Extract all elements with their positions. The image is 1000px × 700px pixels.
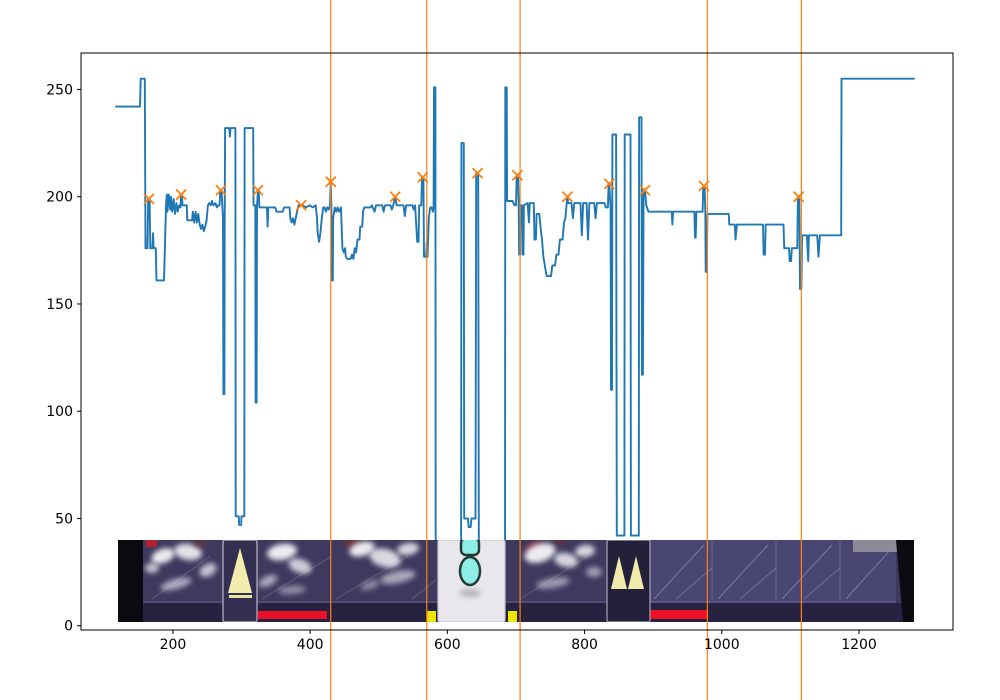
field-line bbox=[653, 544, 705, 600]
swirl-blob bbox=[199, 563, 217, 577]
peak-marker-x bbox=[698, 180, 710, 192]
swirl-blob bbox=[369, 548, 401, 568]
peak-marker-x bbox=[295, 199, 307, 211]
swirl-blob bbox=[380, 570, 416, 584]
peak-marker-x bbox=[511, 169, 523, 181]
black-left-block bbox=[118, 540, 143, 622]
y-tick-label: 150 bbox=[46, 297, 73, 313]
axes-spines bbox=[80, 52, 954, 631]
yellow-triangle-icon bbox=[628, 556, 644, 589]
x-tick-label: 800 bbox=[571, 637, 598, 653]
peak-marker-x bbox=[793, 191, 805, 203]
peak-marker-x bbox=[143, 193, 155, 205]
peak-marker-x bbox=[603, 178, 615, 190]
axis-ticks: 200 400 600 800 1000 1200 0 50 100 150 200 250 bbox=[46, 82, 877, 653]
red-progress-bar bbox=[650, 610, 707, 619]
swirl-blob bbox=[160, 577, 192, 591]
peak-markers bbox=[143, 167, 805, 211]
x-tick-label: 1000 bbox=[704, 637, 740, 653]
series-group bbox=[115, 77, 915, 584]
swirl-blob bbox=[524, 543, 556, 563]
field-line bbox=[261, 555, 333, 600]
event-vlines bbox=[330, 0, 802, 700]
field-line bbox=[739, 567, 777, 600]
cyan-figure-body bbox=[458, 555, 482, 587]
x-tick-label: 200 bbox=[160, 637, 187, 653]
plot-area bbox=[81, 53, 953, 630]
red-patch-top-left bbox=[146, 540, 157, 547]
peak-marker-x bbox=[175, 189, 187, 200]
y-tick-label: 50 bbox=[55, 511, 73, 527]
signal-line bbox=[115, 77, 915, 584]
swirl-blob bbox=[586, 567, 602, 577]
y-tick-label: 100 bbox=[46, 404, 73, 420]
red-progress-bar bbox=[238, 611, 327, 619]
peak-marker-x bbox=[389, 191, 401, 203]
yellow-square-marker bbox=[508, 611, 517, 622]
field-line bbox=[803, 567, 841, 600]
field-line bbox=[675, 567, 713, 600]
swirl-blob bbox=[360, 579, 380, 591]
field-line bbox=[845, 547, 893, 600]
swirl-blob bbox=[575, 544, 595, 558]
swirl-blob bbox=[258, 574, 278, 588]
y-tick-label: 200 bbox=[46, 190, 73, 206]
swirl-blob bbox=[267, 543, 297, 561]
swirl-blob bbox=[194, 540, 206, 546]
peak-marker-x bbox=[252, 184, 264, 196]
swirl-blob bbox=[151, 548, 175, 564]
swirl-blob bbox=[536, 577, 570, 589]
peak-marker-x bbox=[562, 191, 573, 203]
field-line bbox=[781, 544, 833, 600]
yellow-triangle-icon bbox=[228, 548, 252, 593]
peak-marker-x bbox=[215, 184, 227, 196]
figure-shadow bbox=[459, 589, 481, 597]
swirl-blob bbox=[554, 540, 566, 544]
peak-marker-x bbox=[417, 172, 429, 183]
swirl-blob bbox=[397, 542, 419, 556]
y-tick-label: 250 bbox=[46, 82, 73, 98]
x-tick-label: 400 bbox=[297, 637, 324, 653]
swirl-blob bbox=[278, 585, 306, 595]
swirl-blob bbox=[524, 541, 542, 551]
field-line bbox=[151, 555, 211, 600]
swirl-blob bbox=[145, 563, 159, 573]
swirl-blob bbox=[554, 552, 578, 568]
yellow-triangle-icon bbox=[611, 556, 627, 589]
peak-marker-x bbox=[472, 167, 483, 179]
swirl-blob bbox=[349, 541, 375, 557]
peak-marker-x bbox=[325, 176, 337, 188]
double-triangle-cell bbox=[606, 540, 651, 622]
x-tick-label: 600 bbox=[434, 637, 461, 653]
x-tick-label: 1200 bbox=[841, 637, 877, 653]
black-edge-wedge bbox=[896, 540, 914, 622]
field-line bbox=[717, 544, 769, 600]
field-line bbox=[335, 555, 409, 600]
triangle-base-mark bbox=[229, 595, 252, 598]
swirl-blob bbox=[174, 543, 202, 561]
peak-marker-x bbox=[639, 184, 651, 196]
field-line bbox=[519, 555, 589, 600]
swirl-blob bbox=[288, 558, 312, 574]
yellow-square-marker bbox=[427, 611, 436, 622]
cyan-figure-top bbox=[459, 540, 481, 557]
y-tick-label: 0 bbox=[64, 619, 73, 635]
game-frame-strip bbox=[118, 540, 914, 622]
field-line bbox=[411, 579, 437, 600]
